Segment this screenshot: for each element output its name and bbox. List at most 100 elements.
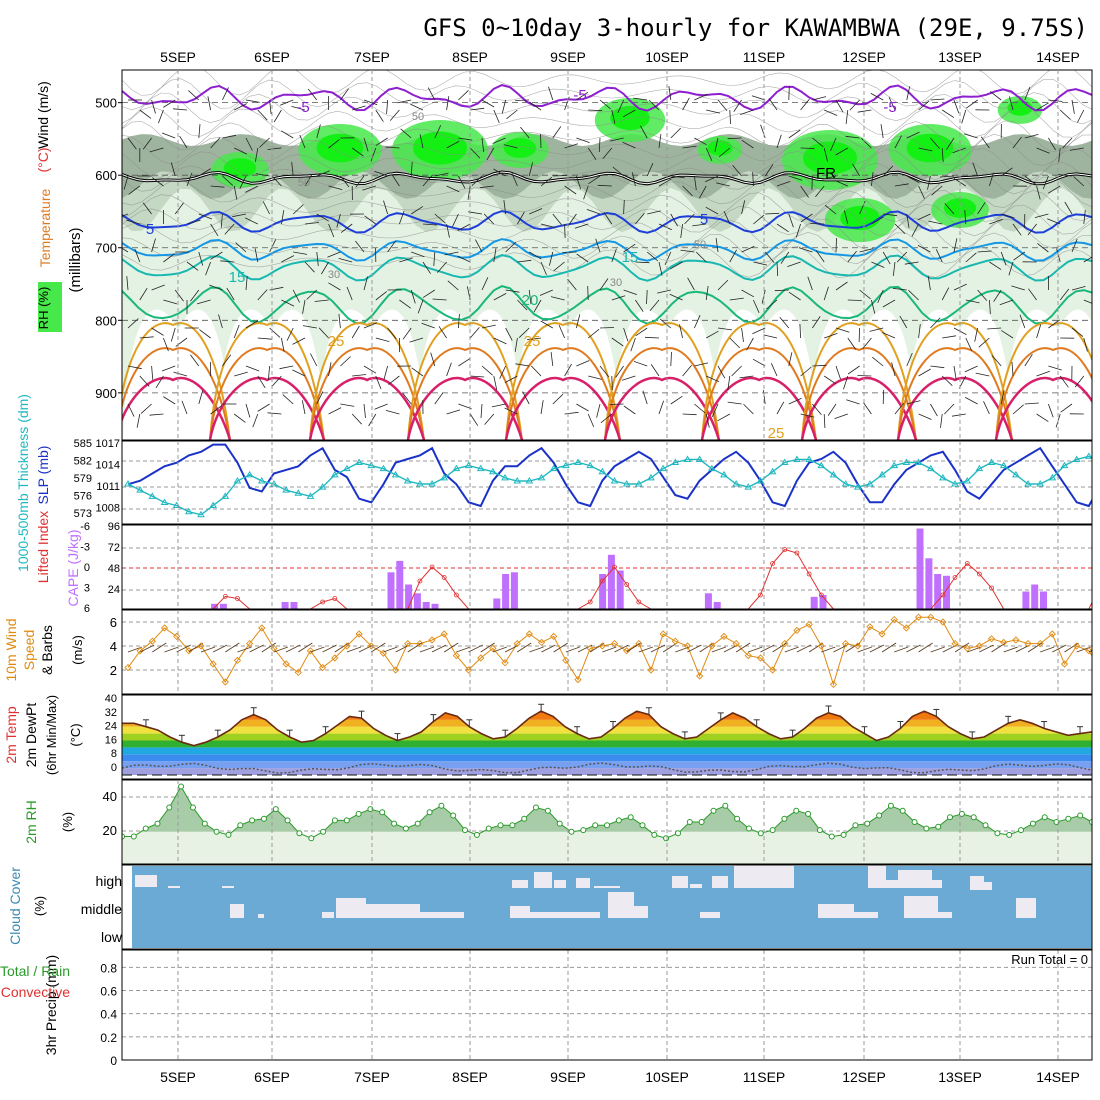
wind-barb (316, 170, 330, 177)
wind-barb (198, 124, 201, 139)
wind-barb (931, 185, 943, 196)
wind-speed-point (768, 666, 777, 674)
cloud-level-label: middle (81, 901, 122, 917)
wind-barb (493, 168, 506, 177)
isohume (122, 175, 1092, 208)
wind-barb-10m (383, 646, 398, 653)
wind-barb (894, 402, 905, 415)
li-point (453, 592, 459, 598)
rh-point (308, 835, 315, 842)
wind-barb (993, 289, 1002, 302)
wind-barb (649, 299, 660, 311)
thickness-point (707, 464, 716, 472)
wind-barb (1028, 288, 1037, 301)
dewpoint-curve (122, 762, 1092, 774)
rh-blob-core (316, 133, 364, 163)
wind-barb (470, 375, 485, 378)
wind-barb (540, 320, 554, 329)
wind-speed-point (951, 639, 959, 648)
li-tick: 0 (84, 562, 90, 574)
wind-barb (399, 210, 405, 225)
wind-barb (402, 392, 412, 405)
cape-bar (1031, 584, 1039, 609)
wind-speed-point (221, 678, 229, 686)
cape-bar (943, 575, 950, 609)
wind-speed-point (696, 672, 704, 680)
wind-barb (972, 162, 978, 177)
wind-speed-point (829, 680, 838, 689)
wind-barb (281, 255, 295, 263)
wind-barb (139, 375, 150, 387)
li-series (128, 548, 1092, 609)
rh-point (261, 815, 267, 822)
wind-barb (658, 178, 672, 187)
wind-barb (1013, 251, 1026, 261)
wind-barb (505, 289, 520, 293)
wind-barb (304, 173, 313, 187)
wind-barb (528, 251, 542, 260)
contour-label: 5 (700, 211, 708, 228)
wind-barb (529, 208, 543, 215)
wind-barb (375, 375, 382, 390)
wind-speed-series (127, 616, 1092, 687)
wind-barb (142, 202, 152, 215)
wind-barb (1071, 286, 1086, 291)
rh-point (201, 820, 208, 827)
wind-speed-point (914, 613, 923, 621)
wind-barb (1024, 175, 1037, 185)
wind-barb (281, 299, 295, 307)
rh-blob-core (906, 133, 954, 163)
wind-speed-point (659, 630, 667, 638)
wind-barb (564, 411, 579, 415)
wind-barb (751, 95, 766, 101)
wind-barb (1048, 137, 1056, 151)
wind-barb (810, 223, 825, 225)
rh-point (899, 807, 906, 814)
rh-point (1089, 819, 1092, 825)
contour-label: 50 (298, 177, 310, 189)
wind-barb (650, 364, 660, 377)
wind-barb (291, 162, 294, 177)
rh-point (296, 830, 303, 837)
wind-speed-point (209, 660, 217, 668)
rh-point (864, 820, 871, 827)
wind-barb (386, 99, 388, 115)
wind-barb-10m (371, 642, 386, 653)
wind-barb (609, 137, 624, 142)
wind-barb (363, 99, 378, 106)
thickness-point (221, 492, 230, 499)
rh-point (710, 807, 717, 814)
rh-point (1018, 827, 1024, 834)
wind-barb (706, 330, 719, 339)
wind-barb (233, 413, 246, 423)
cape-bar (493, 598, 501, 609)
rh-point (604, 822, 610, 829)
contour-30 (407, 347, 523, 440)
thickness-point (951, 480, 959, 487)
isohume (122, 70, 1092, 96)
wind-barb (540, 133, 542, 149)
wind-barb (127, 137, 137, 150)
wind-barb (1009, 96, 1014, 111)
wind-barb (1024, 402, 1039, 405)
cape-bar (431, 603, 439, 609)
wind-barb (844, 210, 849, 225)
wind-barb-10m (772, 642, 787, 653)
run-total: Run Total = 0 (1011, 952, 1088, 967)
wind-barb (127, 365, 142, 370)
wind-barb (964, 365, 978, 373)
precip-tick: 0.2 (100, 1031, 117, 1045)
wind-barb (458, 90, 469, 101)
wind-barb (682, 413, 697, 416)
wind-barb (823, 286, 829, 301)
wind-barb-10m (225, 642, 240, 653)
isohume (122, 120, 1092, 153)
wind-speed-point (781, 639, 789, 648)
wind-barb-10m (894, 646, 909, 653)
wind-barb (679, 324, 683, 339)
contour-labels: -5 -5 -5 5 5 15 15 20 25 25 25 FR 50 50 50 30 30 (146, 87, 897, 442)
rh-blob-core (803, 141, 857, 175)
wind-barb (552, 126, 562, 139)
wind-barb (469, 327, 480, 339)
wind-barb (491, 403, 506, 408)
